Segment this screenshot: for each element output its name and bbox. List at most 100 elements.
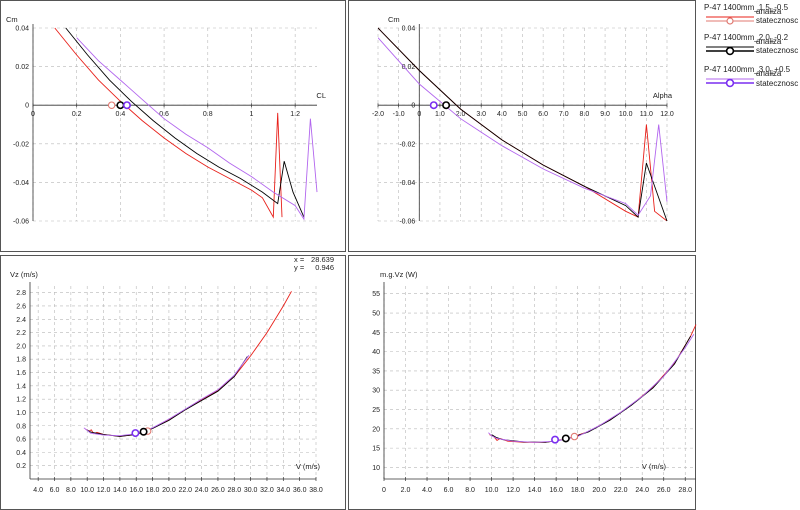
chart-2-x-axis-label: Alpha [653,91,673,100]
chart-1-series [54,27,318,221]
x-tick-label: 22.0 [614,487,628,494]
chart-3-frame [0,255,346,510]
x-tick-label: 14.0 [113,487,127,494]
x-tick-label: 4.0 [422,487,432,494]
x-tick-label: 12.0 [97,487,111,494]
series-line-1 [54,27,283,219]
chart-3-y-axis-label: Vz (m/s) [10,270,38,279]
y-tick-label: -0.02 [13,141,29,148]
x-tick-label: 1.2 [290,111,300,118]
chart-3-series [83,291,292,437]
x-tick-label: 4.0 [33,487,43,494]
x-tick-label: 6.0 [444,487,454,494]
chart-4-x-axis-label: V (m/s) [642,462,667,471]
y-tick-label: 30 [372,388,380,395]
y-tick-label: -0.06 [13,219,29,226]
cursor-x-label: x = [294,255,305,264]
chart-1-y-axis-label: Cm [6,15,18,24]
y-tick-label: 0.6 [16,437,26,444]
x-tick-label: 18.0 [146,487,160,494]
stability-point-2 [139,427,148,436]
stability-point-2 [116,101,125,110]
y-tick-label: 40 [372,349,380,356]
series-line-2 [65,27,305,218]
y-tick-label: 1.6 [16,370,26,377]
series-line-2 [378,27,668,221]
x-tick-label: -1.0 [393,111,405,118]
chart-3: 4.0 6.0 8.0 10.0 12.0 14.0 16.0 18.0 20.0 22.0 24.… [0,255,346,510]
y-tick-label: 0.02 [15,64,29,71]
x-tick-label: 3.0 [476,111,486,118]
legend-item-1-point-swatch [726,17,734,25]
x-tick-label: 1.0 [435,111,445,118]
chart-1: 0 0.2 0.4 0.6 0.8 1 1.2 0.04 0.02 0 -0.02 -0.04 -0.0… [0,0,346,252]
legend-item-3-name: P-47 1400mm_3.0_+0.5 [704,65,791,74]
x-tick-label: 26.0 [211,487,225,494]
stability-point-2 [442,101,451,110]
x-tick-label: 24.0 [195,487,209,494]
cursor-x-value: 28.639 [311,255,334,264]
chart-panels: 0 0.2 0.4 0.6 0.8 1 1.2 0.04 0.02 0 -0.02 -0.04 -0.0… [0,0,697,510]
legend-item-3-point-swatch [725,78,735,88]
chart-2: -2.0 -1.0 0 1.0 2.0 3.0 4.0 5.0 6.0 7.0 8.0 9.0 10.0… [348,0,696,252]
y-tick-label: 0.8 [16,423,26,430]
x-tick-label: 8.0 [66,487,76,494]
legend-item-1[interactable]: P-47 1400mm_1.5_-0.5 analiza statecznosc [704,3,798,25]
x-tick-label: 7.0 [559,111,569,118]
x-tick-label: 18.0 [571,487,585,494]
legend-item-2[interactable]: P-47 1400mm_2.0_-0.2 analiza statecznosc [704,33,798,56]
legend-item-1-name: P-47 1400mm_1.5_-0.5 [704,3,789,12]
y-tick-label: 1.4 [16,383,26,390]
y-tick-label: 2.0 [16,343,26,350]
legend: P-47 1400mm_1.5_-0.5 analiza statecznosc… [704,3,798,88]
stability-point-3 [131,429,140,438]
y-tick-label: 0.4 [16,450,26,457]
x-tick-label: 20.0 [592,487,606,494]
legend-item-2-name: P-47 1400mm_2.0_-0.2 [704,33,789,42]
stability-point-2 [561,434,570,443]
y-tick-label: -0.06 [399,219,415,226]
x-tick-label: 1 [250,111,254,118]
x-tick-label: 9.0 [600,111,610,118]
x-tick-label: 12.0 [506,487,520,494]
y-tick-label: 0.04 [15,26,29,33]
x-tick-label: 8.0 [465,487,475,494]
x-tick-label: 34.0 [277,487,291,494]
x-tick-label: 28.0 [678,487,692,494]
legend-item-2-point-label: statecznosc [756,46,798,55]
y-tick-label: 2.6 [16,303,26,310]
x-tick-label: 12.0 [660,111,674,118]
x-tick-label: 22.0 [178,487,192,494]
chart-2-y-axis-label: Cm [388,15,400,24]
y-tick-label: 15 [372,446,380,453]
stability-point-3 [551,435,560,444]
y-tick-label: 35 [372,368,380,375]
x-tick-label: 10.0 [485,487,499,494]
x-tick-label: 30.0 [244,487,258,494]
series-line-3 [83,354,250,437]
x-tick-label: 20.0 [162,487,176,494]
y-tick-label: 50 [372,311,380,318]
y-tick-label: 1.8 [16,357,26,364]
x-tick-label: 0.6 [159,111,169,118]
y-tick-label: -0.04 [13,180,29,187]
x-tick-label: 38.0 [309,487,323,494]
x-tick-label: 36.0 [293,487,307,494]
legend-item-2-point-swatch [725,46,735,56]
legend-item-1-line-label: analiza [756,7,782,16]
x-tick-label: 0.8 [203,111,213,118]
stability-point-3 [429,101,438,110]
legend-item-1-point-label: statecznosc [756,16,798,25]
y-tick-label: -0.04 [399,180,415,187]
series-line-2 [86,356,248,437]
y-tick-label: 2.8 [16,290,26,297]
chart-1-x-axis-label: CL [316,91,326,100]
x-tick-label: 14.0 [528,487,542,494]
legend-item-3[interactable]: P-47 1400mm_3.0_+0.5 analiza statecznosc [704,65,798,88]
x-tick-label: 11.0 [640,111,653,118]
x-tick-label: 4.0 [497,111,507,118]
stability-point-1 [570,432,579,441]
y-tick-label: 0 [411,103,415,110]
series-line-3 [76,37,318,221]
